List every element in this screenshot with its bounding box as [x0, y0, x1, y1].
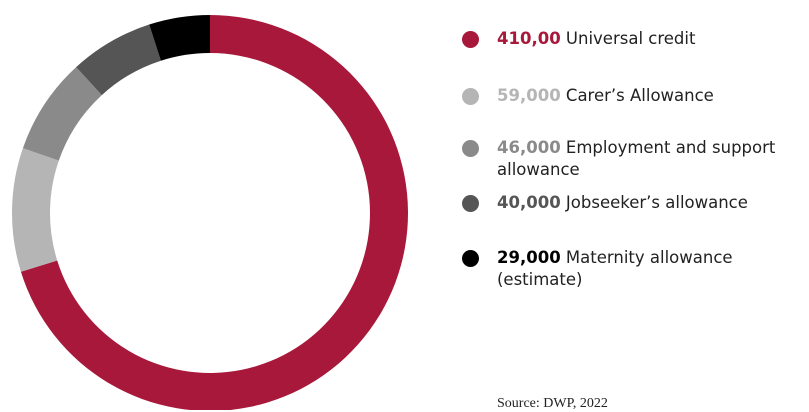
legend-item: 59,000 Carer’s Allowance [462, 85, 809, 107]
legend-marker [462, 140, 479, 157]
donut-slice [12, 148, 59, 272]
legend-label: Jobseeker’s allowance [565, 193, 748, 212]
legend-marker [462, 88, 479, 105]
legend-marker [462, 31, 479, 48]
legend-item: 46,000 Employment and support allowance [462, 137, 809, 181]
legend-marker [462, 195, 479, 212]
legend-value: 410,00 [497, 29, 561, 48]
legend-label: Carer’s Allowance [565, 86, 714, 105]
source-note: Source: DWP, 2022 [497, 396, 608, 411]
legend-item: 29,000 Maternity allowance (estimate) [462, 247, 809, 291]
legend-label: Universal credit [565, 29, 696, 48]
donut-slice [149, 15, 210, 61]
legend-item: 40,000 Jobseeker’s allowance [462, 192, 809, 214]
legend-value: 59,000 [497, 86, 561, 105]
donut-slice [22, 67, 102, 161]
legend-value: 40,000 [497, 193, 561, 212]
legend-label: Employment and support allowance [497, 138, 776, 179]
legend-value: 29,000 [497, 248, 561, 267]
legend-marker [462, 250, 479, 267]
legend-value: 46,000 [497, 138, 561, 157]
chart [12, 15, 408, 410]
donut-slice [76, 24, 161, 96]
legend-label: Maternity allowance (estimate) [497, 248, 733, 289]
legend-item: 410,00 Universal credit [462, 28, 809, 50]
